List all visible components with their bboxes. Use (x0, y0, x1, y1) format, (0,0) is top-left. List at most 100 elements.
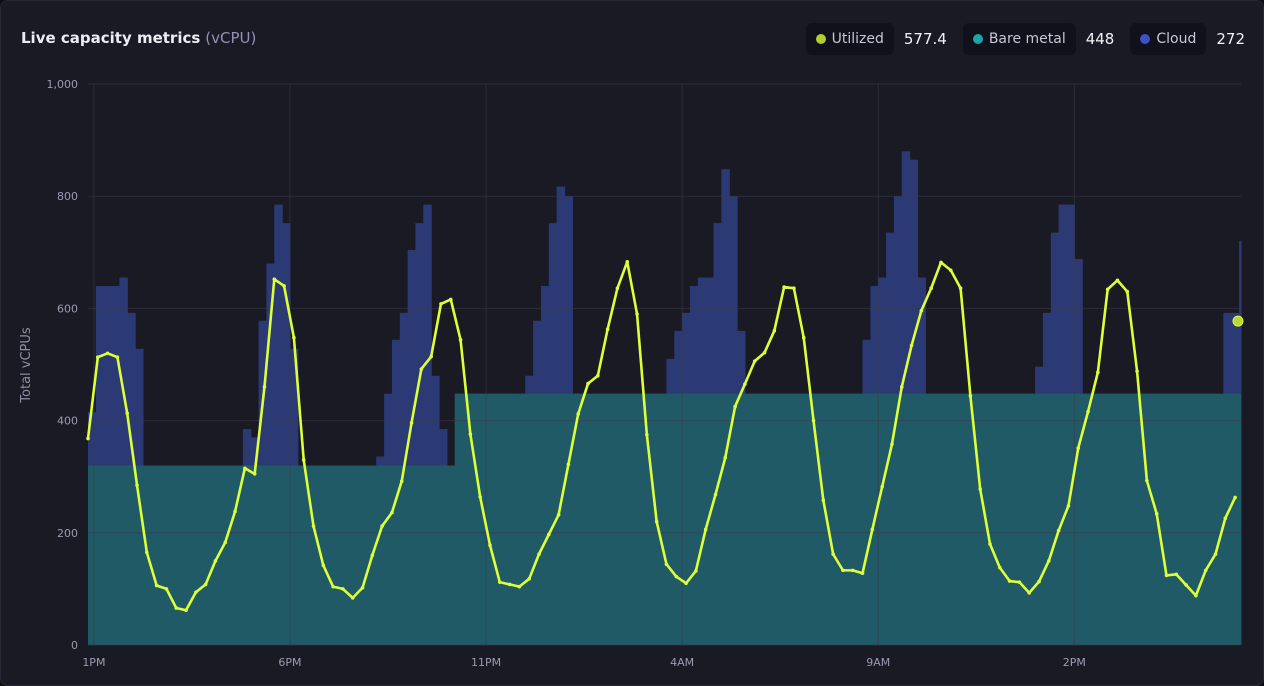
legend-label-bare-metal: Bare metal (988, 31, 1066, 47)
utilized-point (752, 359, 757, 363)
legend-value-utilized: 577.4 (903, 30, 947, 48)
utilized-point (1203, 568, 1208, 573)
utilized-point (1086, 409, 1090, 414)
utilized-point (605, 327, 610, 331)
bare-metal-dot-icon (972, 34, 983, 44)
y-tick-label: 400 (57, 415, 78, 428)
utilized-point (576, 412, 581, 416)
cloud-bar (274, 204, 283, 646)
utilized-point (419, 367, 424, 371)
utilized-point (1076, 446, 1081, 450)
utilized-point (1125, 289, 1130, 294)
utilized-point (341, 587, 345, 591)
legend-chip-cloud[interactable]: Cloud (1130, 23, 1207, 55)
utilized-point (1096, 370, 1100, 375)
utilized-point (978, 487, 983, 491)
utilized-point (1223, 516, 1228, 521)
utilized-point (625, 260, 630, 264)
utilized-current-marker (1232, 315, 1244, 327)
utilized-point (1135, 369, 1139, 374)
utilized-point (1164, 573, 1169, 578)
legend-item-cloud[interactable]: Cloud 272 (1130, 23, 1245, 55)
utilized-line (86, 260, 1237, 612)
utilized-point (448, 297, 453, 302)
utilized-point (311, 524, 316, 528)
legend-chip-bare-metal[interactable]: Bare metal (962, 23, 1076, 55)
utilized-point (135, 483, 139, 487)
utilized-point (1047, 559, 1051, 563)
utilized-point (1194, 593, 1198, 598)
cloud-bar (266, 263, 275, 645)
cloud-bar (95, 285, 105, 645)
cloud-bar (282, 223, 291, 646)
utilized-point (115, 355, 120, 360)
utilized-point (439, 302, 443, 306)
utilized-point (694, 569, 698, 573)
utilized-point (164, 587, 169, 591)
legend-chip-utilized[interactable]: Utilized (805, 23, 894, 55)
legend-label-cloud: Cloud (1156, 31, 1197, 47)
utilized-point (586, 381, 590, 386)
utilized-point (1007, 579, 1012, 583)
x-tick-label: 1PM (82, 656, 105, 669)
x-tick-label: 9AM (866, 656, 890, 669)
utilized-point (733, 404, 737, 409)
utilized-point (478, 495, 482, 499)
chart-title-unit: (vCPU) (205, 29, 257, 47)
utilized-point (301, 458, 306, 462)
utilized-point (331, 584, 335, 589)
utilized-point (743, 382, 747, 386)
utilized-point (390, 510, 394, 515)
utilized-point (723, 455, 728, 460)
y-tick-label: 800 (57, 190, 78, 203)
utilized-point (1213, 552, 1218, 556)
utilized-point (664, 562, 669, 567)
utilized-point (154, 583, 159, 588)
utilized-point (596, 373, 600, 378)
utilized-point (1105, 287, 1110, 292)
utilized-point (880, 484, 884, 489)
utilized-point (272, 277, 277, 282)
utilized-point (399, 479, 404, 483)
utilized-point (497, 580, 502, 584)
utilized-point (370, 553, 375, 558)
utilized-point (1027, 591, 1032, 595)
utilized-point (860, 571, 865, 575)
cloud-bar (423, 204, 432, 646)
utilized-point (350, 596, 355, 600)
utilized-point (458, 338, 463, 342)
utilized-point (1115, 278, 1120, 283)
utilized-point (1056, 528, 1061, 533)
utilized-point (321, 563, 326, 568)
legend-item-utilized[interactable]: Utilized 577.4 (805, 23, 947, 55)
cloud-bar (103, 285, 113, 645)
legend-item-bare-metal[interactable]: Bare metal 448 (962, 23, 1114, 55)
utilized-point (1066, 504, 1071, 508)
utilized-point (282, 284, 286, 288)
utilized-point (488, 543, 492, 547)
chart-title-text: Live capacity metrics (21, 29, 201, 47)
utilized-point (1037, 579, 1041, 584)
utilized-point (890, 442, 894, 446)
x-tick-label: 4AM (670, 656, 694, 669)
utilized-point (125, 411, 130, 416)
utilized-point (615, 286, 620, 291)
x-tick-label: 6PM (278, 656, 301, 669)
utilized-point (801, 335, 806, 340)
utilized-point (782, 285, 786, 289)
utilized-point (468, 432, 473, 436)
utilized-point (556, 513, 561, 517)
utilized-point (684, 581, 688, 586)
utilized-point (86, 436, 90, 441)
utilized-point (233, 509, 237, 514)
utilized-point (821, 498, 826, 503)
utilized-point (429, 354, 433, 359)
utilized-point (850, 568, 855, 573)
y-tick-label: 0 (71, 639, 78, 652)
utilized-point (841, 568, 845, 573)
utilized-point (948, 268, 953, 273)
utilized-point (507, 582, 512, 587)
utilized-point (566, 462, 571, 467)
utilized-point (380, 524, 384, 528)
